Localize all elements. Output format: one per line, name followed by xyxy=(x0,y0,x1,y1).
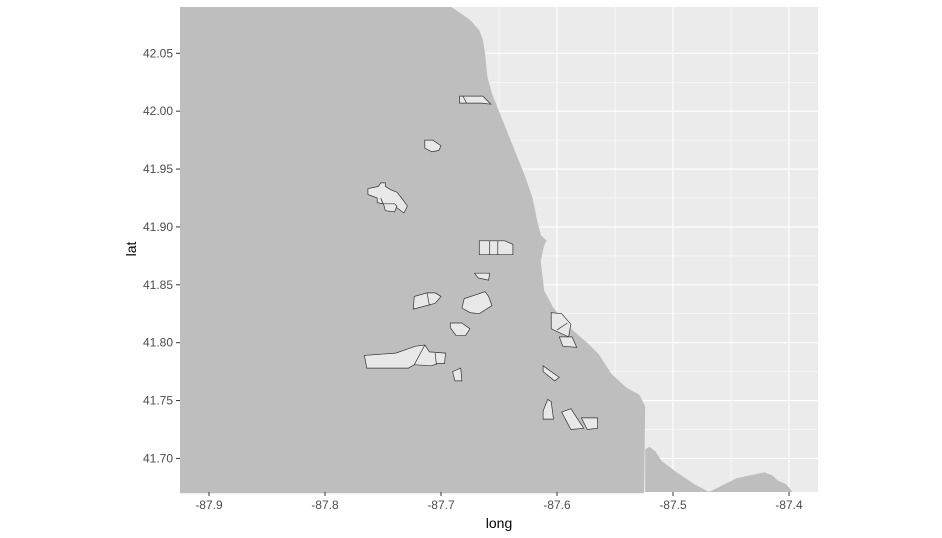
y-axis-title: lat xyxy=(123,242,139,257)
y-tick-label: 42.00 xyxy=(143,104,173,118)
y-axis: 41.70 41.75 41.80 41.85 41.90 41.95 42.00 42.05 xyxy=(143,46,180,465)
y-tick-label: 42.05 xyxy=(143,46,173,60)
region-polygon xyxy=(449,322,471,337)
region-polygon xyxy=(363,344,446,369)
region-boundary-line xyxy=(556,322,568,331)
x-tick-label: -87.5 xyxy=(659,498,687,512)
y-tick-label: 41.70 xyxy=(143,451,173,465)
region-polygon xyxy=(473,272,491,281)
region-boundary-line xyxy=(462,95,467,104)
x-tick-label: -87.9 xyxy=(195,498,223,512)
region-polygon xyxy=(542,365,560,382)
region-boundary-line xyxy=(434,353,437,365)
region-polygon xyxy=(550,312,572,338)
y-tick-label: 41.95 xyxy=(143,162,173,176)
x-axis-title: long xyxy=(486,515,512,531)
region-polygon xyxy=(478,240,514,256)
x-axis: -87.9 -87.8 -87.7 -87.6 -87.5 -87.4 xyxy=(195,492,803,512)
x-tick-label: -87.7 xyxy=(427,498,455,512)
region-polygon xyxy=(461,291,493,315)
region-polygon xyxy=(459,95,492,105)
region-polygon xyxy=(561,408,585,430)
region-polygon xyxy=(452,367,463,382)
region-polygon xyxy=(380,197,398,213)
y-tick-label: 41.80 xyxy=(143,336,173,350)
region-boundary-line xyxy=(426,292,430,306)
region-boundary-line xyxy=(413,344,426,365)
land-area xyxy=(180,7,646,494)
x-tick-label: -87.4 xyxy=(775,498,803,512)
y-tick-label: 41.85 xyxy=(143,278,173,292)
x-tick-label: -87.8 xyxy=(311,498,339,512)
region-polygon xyxy=(424,139,442,153)
x-tick-label: -87.6 xyxy=(543,498,571,512)
y-tick-label: 41.75 xyxy=(143,394,173,408)
y-tick-label: 41.90 xyxy=(143,220,173,234)
land-layer xyxy=(180,7,793,494)
region-polygon xyxy=(542,398,554,420)
region-polygon xyxy=(367,182,408,214)
region-polygon xyxy=(580,417,598,430)
regions-layer xyxy=(363,95,598,430)
land-area-southeast xyxy=(645,446,793,492)
region-polygon xyxy=(558,336,578,348)
